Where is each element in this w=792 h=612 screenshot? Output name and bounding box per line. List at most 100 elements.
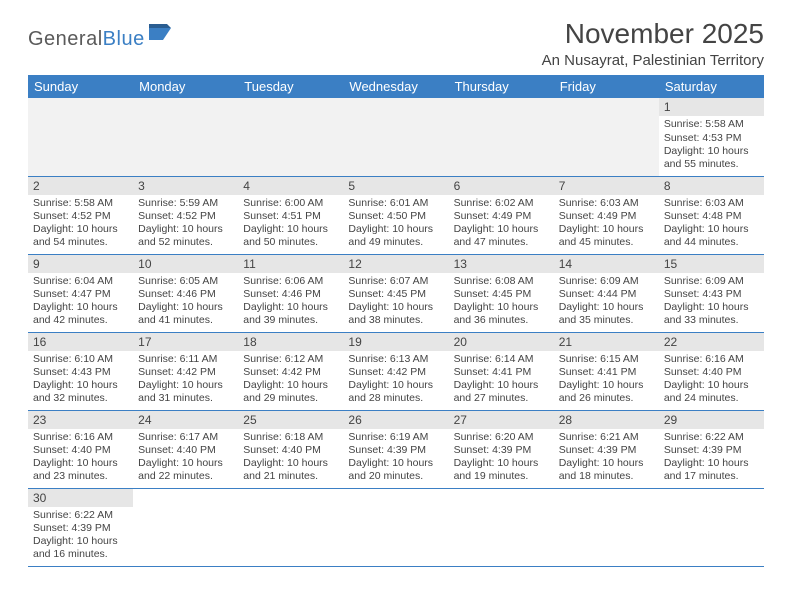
day-details: Sunrise: 6:05 AMSunset: 4:46 PMDaylight:… — [133, 273, 238, 332]
blank-cell — [343, 98, 448, 176]
location: An Nusayrat, Palestinian Territory — [542, 52, 764, 69]
day-cell: 12Sunrise: 6:07 AMSunset: 4:45 PMDayligh… — [343, 254, 448, 332]
daylight-line: Daylight: 10 hours and 54 minutes. — [33, 223, 118, 248]
daylight-line: Daylight: 10 hours and 19 minutes. — [454, 457, 539, 482]
sunrise-line: Sunrise: 6:16 AM — [33, 431, 113, 443]
sunrise-line: Sunrise: 5:58 AM — [664, 118, 744, 130]
sunset-line: Sunset: 4:44 PM — [559, 288, 637, 300]
day-number: 13 — [449, 255, 554, 273]
day-details: Sunrise: 6:09 AMSunset: 4:43 PMDaylight:… — [659, 273, 764, 332]
sunrise-line: Sunrise: 6:11 AM — [138, 353, 217, 365]
daylight-line: Daylight: 10 hours and 26 minutes. — [559, 379, 644, 404]
daylight-line: Daylight: 10 hours and 17 minutes. — [664, 457, 749, 482]
sunset-line: Sunset: 4:43 PM — [33, 366, 111, 378]
sunrise-line: Sunrise: 6:05 AM — [138, 275, 218, 287]
day-details: Sunrise: 6:09 AMSunset: 4:44 PMDaylight:… — [554, 273, 659, 332]
day-cell: 4Sunrise: 6:00 AMSunset: 4:51 PMDaylight… — [238, 176, 343, 254]
day-details: Sunrise: 6:18 AMSunset: 4:40 PMDaylight:… — [238, 429, 343, 488]
calendar-row: 16Sunrise: 6:10 AMSunset: 4:43 PMDayligh… — [28, 332, 764, 410]
daylight-line: Daylight: 10 hours and 23 minutes. — [33, 457, 118, 482]
day-details: Sunrise: 6:04 AMSunset: 4:47 PMDaylight:… — [28, 273, 133, 332]
day-cell: 28Sunrise: 6:21 AMSunset: 4:39 PMDayligh… — [554, 410, 659, 488]
header: GeneralBlue November 2025 An Nusayrat, P… — [28, 18, 764, 69]
sunrise-line: Sunrise: 6:13 AM — [348, 353, 428, 365]
sunset-line: Sunset: 4:50 PM — [348, 210, 426, 222]
sunset-line: Sunset: 4:39 PM — [454, 444, 532, 456]
day-cell: 22Sunrise: 6:16 AMSunset: 4:40 PMDayligh… — [659, 332, 764, 410]
sunrise-line: Sunrise: 6:14 AM — [454, 353, 534, 365]
day-number: 10 — [133, 255, 238, 273]
day-cell: 24Sunrise: 6:17 AMSunset: 4:40 PMDayligh… — [133, 410, 238, 488]
daylight-line: Daylight: 10 hours and 18 minutes. — [559, 457, 644, 482]
blank-cell — [133, 488, 238, 566]
day-number: 29 — [659, 411, 764, 429]
sunset-line: Sunset: 4:47 PM — [33, 288, 111, 300]
day-details: Sunrise: 5:59 AMSunset: 4:52 PMDaylight:… — [133, 195, 238, 254]
calendar-body: 1Sunrise: 5:58 AMSunset: 4:53 PMDaylight… — [28, 98, 764, 566]
day-cell: 23Sunrise: 6:16 AMSunset: 4:40 PMDayligh… — [28, 410, 133, 488]
day-cell: 18Sunrise: 6:12 AMSunset: 4:42 PMDayligh… — [238, 332, 343, 410]
sunrise-line: Sunrise: 6:01 AM — [348, 197, 428, 209]
sunset-line: Sunset: 4:41 PM — [454, 366, 532, 378]
day-details: Sunrise: 6:22 AMSunset: 4:39 PMDaylight:… — [28, 507, 133, 566]
day-number: 12 — [343, 255, 448, 273]
calendar-row: 2Sunrise: 5:58 AMSunset: 4:52 PMDaylight… — [28, 176, 764, 254]
sunset-line: Sunset: 4:52 PM — [33, 210, 111, 222]
daylight-line: Daylight: 10 hours and 50 minutes. — [243, 223, 328, 248]
sunset-line: Sunset: 4:45 PM — [454, 288, 532, 300]
day-details: Sunrise: 6:12 AMSunset: 4:42 PMDaylight:… — [238, 351, 343, 410]
sunrise-line: Sunrise: 6:22 AM — [33, 509, 113, 521]
day-cell: 26Sunrise: 6:19 AMSunset: 4:39 PMDayligh… — [343, 410, 448, 488]
day-number: 9 — [28, 255, 133, 273]
day-details: Sunrise: 6:10 AMSunset: 4:43 PMDaylight:… — [28, 351, 133, 410]
sunrise-line: Sunrise: 6:06 AM — [243, 275, 323, 287]
sunset-line: Sunset: 4:42 PM — [243, 366, 321, 378]
sunset-line: Sunset: 4:48 PM — [664, 210, 742, 222]
sunrise-line: Sunrise: 6:09 AM — [664, 275, 744, 287]
day-details: Sunrise: 5:58 AMSunset: 4:52 PMDaylight:… — [28, 195, 133, 254]
sunrise-line: Sunrise: 6:18 AM — [243, 431, 323, 443]
day-details: Sunrise: 6:16 AMSunset: 4:40 PMDaylight:… — [659, 351, 764, 410]
sunrise-line: Sunrise: 6:20 AM — [454, 431, 534, 443]
logo-word1: General — [28, 28, 103, 50]
day-cell: 7Sunrise: 6:03 AMSunset: 4:49 PMDaylight… — [554, 176, 659, 254]
sunrise-line: Sunrise: 6:07 AM — [348, 275, 428, 287]
weekday-header: Thursday — [449, 75, 554, 98]
daylight-line: Daylight: 10 hours and 39 minutes. — [243, 301, 328, 326]
day-details: Sunrise: 6:19 AMSunset: 4:39 PMDaylight:… — [343, 429, 448, 488]
day-details: Sunrise: 6:22 AMSunset: 4:39 PMDaylight:… — [659, 429, 764, 488]
sunset-line: Sunset: 4:39 PM — [348, 444, 426, 456]
daylight-line: Daylight: 10 hours and 38 minutes. — [348, 301, 433, 326]
day-cell: 1Sunrise: 5:58 AMSunset: 4:53 PMDaylight… — [659, 98, 764, 176]
calendar-head: SundayMondayTuesdayWednesdayThursdayFrid… — [28, 75, 764, 98]
daylight-line: Daylight: 10 hours and 44 minutes. — [664, 223, 749, 248]
day-cell: 17Sunrise: 6:11 AMSunset: 4:42 PMDayligh… — [133, 332, 238, 410]
sunset-line: Sunset: 4:51 PM — [243, 210, 321, 222]
daylight-line: Daylight: 10 hours and 41 minutes. — [138, 301, 223, 326]
day-details: Sunrise: 6:16 AMSunset: 4:40 PMDaylight:… — [28, 429, 133, 488]
day-details: Sunrise: 6:00 AMSunset: 4:51 PMDaylight:… — [238, 195, 343, 254]
sunrise-line: Sunrise: 6:22 AM — [664, 431, 744, 443]
sunrise-line: Sunrise: 6:09 AM — [559, 275, 639, 287]
day-details: Sunrise: 6:17 AMSunset: 4:40 PMDaylight:… — [133, 429, 238, 488]
sunrise-line: Sunrise: 6:15 AM — [559, 353, 639, 365]
daylight-line: Daylight: 10 hours and 45 minutes. — [559, 223, 644, 248]
day-cell: 8Sunrise: 6:03 AMSunset: 4:48 PMDaylight… — [659, 176, 764, 254]
day-number: 11 — [238, 255, 343, 273]
day-number: 25 — [238, 411, 343, 429]
day-number: 28 — [554, 411, 659, 429]
day-cell: 5Sunrise: 6:01 AMSunset: 4:50 PMDaylight… — [343, 176, 448, 254]
flag-icon — [149, 24, 175, 44]
day-cell: 10Sunrise: 6:05 AMSunset: 4:46 PMDayligh… — [133, 254, 238, 332]
day-details: Sunrise: 6:03 AMSunset: 4:49 PMDaylight:… — [554, 195, 659, 254]
daylight-line: Daylight: 10 hours and 28 minutes. — [348, 379, 433, 404]
day-number: 24 — [133, 411, 238, 429]
day-number: 16 — [28, 333, 133, 351]
day-cell: 29Sunrise: 6:22 AMSunset: 4:39 PMDayligh… — [659, 410, 764, 488]
daylight-line: Daylight: 10 hours and 55 minutes. — [664, 145, 749, 170]
sunset-line: Sunset: 4:41 PM — [559, 366, 637, 378]
day-details: Sunrise: 6:06 AMSunset: 4:46 PMDaylight:… — [238, 273, 343, 332]
sunset-line: Sunset: 4:40 PM — [243, 444, 321, 456]
sunrise-line: Sunrise: 5:59 AM — [138, 197, 218, 209]
day-number: 2 — [28, 177, 133, 195]
